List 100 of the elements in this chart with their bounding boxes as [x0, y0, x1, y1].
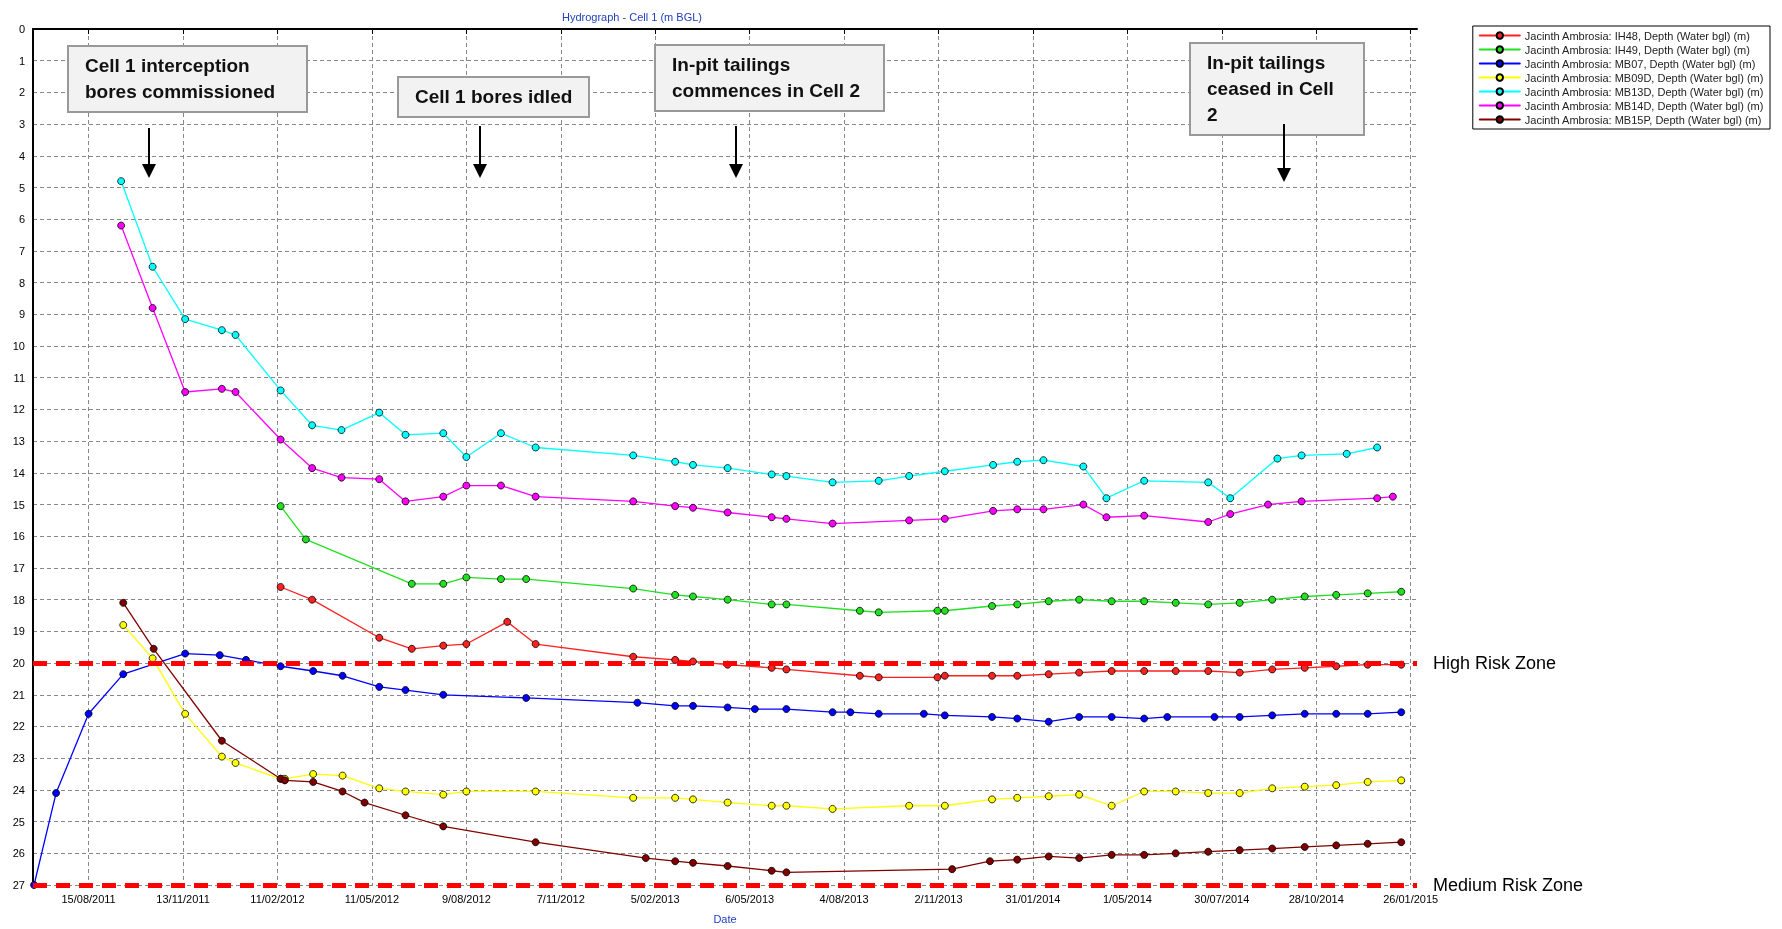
- point: [1075, 854, 1084, 862]
- point: [407, 644, 416, 653]
- point: [276, 662, 285, 671]
- point: [1013, 855, 1022, 864]
- point: [439, 579, 448, 588]
- x-tick-label: 11/02/2012: [250, 892, 305, 905]
- point: [1300, 709, 1309, 718]
- point: [119, 621, 128, 629]
- point: [874, 608, 883, 617]
- note-box: In-pit tailings commences in Cell 2: [654, 44, 885, 112]
- point: [217, 384, 226, 393]
- point: [309, 770, 318, 778]
- point: [117, 221, 126, 230]
- point: [782, 801, 791, 810]
- point: [782, 665, 791, 674]
- point: [181, 315, 190, 323]
- point: [940, 606, 949, 615]
- y-tick-label: 18: [12, 593, 25, 606]
- point: [375, 408, 384, 417]
- point: [828, 805, 837, 813]
- point: [671, 591, 680, 599]
- point: [989, 461, 997, 469]
- point: [1013, 671, 1022, 680]
- y-tick-label: 25: [12, 815, 25, 828]
- point: [855, 671, 864, 680]
- point: [309, 667, 318, 675]
- x-tick-label: 28/10/2014: [1288, 892, 1344, 905]
- point: [1204, 667, 1213, 675]
- point: [439, 641, 448, 650]
- legend-label: Jacinth Ambrosia: MB09D, Depth (Water bgl) (m): [1524, 71, 1764, 84]
- point: [497, 429, 505, 438]
- x-tick-label: 11/05/2012: [344, 892, 400, 905]
- point: [1342, 449, 1351, 458]
- point: [439, 492, 448, 501]
- point: [723, 798, 732, 807]
- point: [629, 584, 638, 593]
- point: [276, 502, 285, 511]
- x-tick-label: 31/01/2014: [1005, 892, 1061, 905]
- point: [1171, 667, 1180, 675]
- point: [462, 640, 471, 648]
- point: [522, 575, 531, 583]
- point: [1204, 518, 1213, 526]
- point: [874, 709, 883, 718]
- point: [1013, 505, 1022, 514]
- point: [1226, 510, 1235, 518]
- point: [149, 644, 158, 653]
- point: [1332, 841, 1341, 850]
- point: [181, 388, 190, 396]
- point: [531, 640, 540, 648]
- point: [988, 795, 996, 804]
- point: [522, 694, 531, 702]
- x-tick-label: 2/11/2013: [914, 892, 963, 905]
- point: [1140, 511, 1149, 520]
- point: [767, 513, 776, 522]
- y-tick-label: 9: [18, 308, 25, 321]
- point: [1107, 713, 1116, 721]
- point: [723, 508, 732, 517]
- point: [629, 652, 638, 661]
- point: [1397, 587, 1406, 596]
- point: [1373, 443, 1382, 452]
- point: [1140, 850, 1149, 859]
- point: [940, 801, 949, 810]
- point: [181, 709, 190, 718]
- point: [462, 453, 471, 461]
- point: [1332, 709, 1341, 718]
- point: [1397, 838, 1406, 847]
- y-tick-label: 22: [12, 720, 25, 733]
- point: [360, 798, 369, 807]
- point: [1102, 513, 1111, 522]
- x-tick-label: 4/08/2013: [819, 892, 869, 905]
- x-tick-label: 30/07/2014: [1194, 892, 1250, 905]
- point: [782, 514, 791, 523]
- point: [940, 711, 949, 720]
- point: [1163, 713, 1172, 721]
- y-tick-label: 15: [12, 498, 25, 511]
- legend-label: Jacinth Ambrosia: IH49, Depth (Water bgl) (m): [1524, 43, 1750, 56]
- y-tick-label: 17: [12, 561, 25, 574]
- point: [940, 467, 949, 476]
- point: [439, 690, 448, 699]
- point: [338, 787, 347, 796]
- point: [1300, 782, 1309, 791]
- point: [1332, 662, 1341, 671]
- y-tick-label: 14: [12, 466, 25, 479]
- y-tick-label: 16: [12, 530, 25, 543]
- point: [338, 671, 347, 680]
- point: [1140, 714, 1149, 723]
- point: [337, 473, 346, 482]
- point: [1079, 500, 1088, 509]
- point: [671, 857, 680, 866]
- point: [1210, 713, 1219, 721]
- point: [1204, 478, 1213, 487]
- legend-label: Jacinth Ambrosia: IH48, Depth (Water bgl) (m): [1524, 29, 1750, 42]
- legend-label: Jacinth Ambrosia: MB15P, Depth (Water bgl) (m): [1524, 113, 1762, 126]
- legend-label: Jacinth Ambrosia: MB07, Depth (Water bgl) (m): [1524, 57, 1756, 70]
- point: [767, 866, 776, 875]
- y-tick-label: 4: [18, 149, 25, 162]
- point: [919, 709, 928, 718]
- point: [1079, 462, 1088, 471]
- point: [1140, 476, 1149, 485]
- note-box: In-pit tailings ceased in Cell 2: [1189, 42, 1365, 136]
